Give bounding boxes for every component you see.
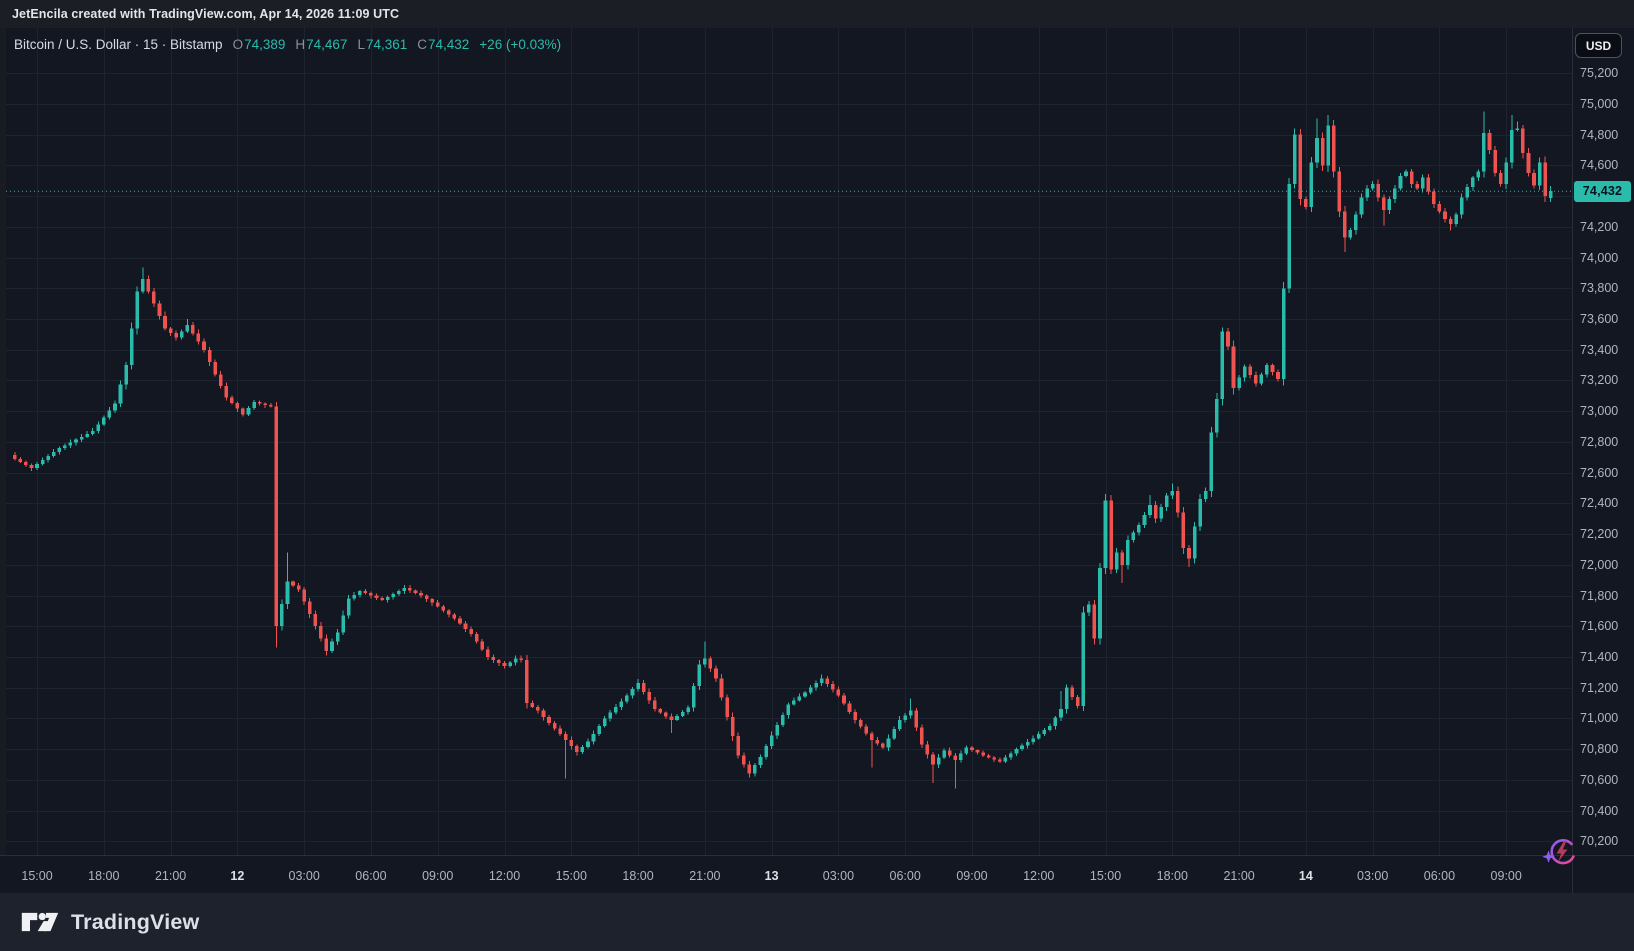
price-axis-label: 70,800 (1580, 742, 1619, 757)
price-axis-label: 70,600 (1580, 772, 1619, 787)
tradingview-logo-icon[interactable] (20, 908, 60, 936)
tradingview-wordmark[interactable]: TradingView (71, 909, 200, 934)
price-axis-label: 75,000 (1580, 97, 1619, 111)
price-axis[interactable]: 75,200 75,000 74,800 74,600 74,200 74,000 73,8… (1573, 28, 1634, 855)
symbol-title[interactable]: Bitcoin / U.S. Dollar · 15 · Bitstamp (14, 36, 223, 52)
attribution-text: JetEncila created with TradingView.com, … (12, 7, 400, 21)
price-axis-label: 74,800 (1580, 127, 1619, 142)
time-axis-label: 15:00 (1089, 869, 1122, 883)
time-axis-label: 09:00 (956, 869, 988, 883)
currency-toggle-button[interactable]: USD (1575, 33, 1622, 58)
time-axis-label: 03:00 (288, 869, 320, 883)
time-axis-label: 18:00 (88, 869, 120, 883)
time-axis[interactable]: 15:00 18:00 21:00 12 03:00 06:00 09:00 12:00 15:… (0, 856, 1572, 893)
price-axis-label: 71,800 (1580, 588, 1619, 603)
time-axis-label: 12:00 (1023, 869, 1055, 883)
spark-boost-icon[interactable] (1541, 833, 1581, 873)
price-axis-label: 71,000 (1580, 711, 1619, 726)
time-axis-date-label: 13 (764, 869, 779, 883)
time-axis-label: 06:00 (1423, 869, 1456, 883)
price-axis-label: 73,200 (1580, 373, 1619, 388)
time-axis-label: 03:00 (822, 869, 855, 883)
time-axis-label: 12:00 (488, 869, 521, 883)
price-axis-label: 72,000 (1580, 557, 1619, 572)
time-axis-date-label: 14 (1298, 869, 1313, 883)
time-axis-label: 21:00 (689, 869, 721, 883)
price-axis-label: 72,200 (1580, 527, 1619, 542)
time-axis-label: 18:00 (622, 869, 654, 883)
footer-bar: TradingView (0, 893, 1634, 951)
time-axis-label: 06:00 (889, 869, 921, 883)
candles (12, 111, 1553, 789)
time-axis-label: 09:00 (1490, 869, 1522, 883)
time-axis-label: 03:00 (1357, 869, 1389, 883)
ohlc-open: O 74,389 (232, 36, 286, 52)
price-axis-label: 72,800 (1580, 434, 1619, 449)
price-axis-separator (1572, 28, 1573, 893)
price-axis-label: 71,400 (1580, 649, 1619, 664)
price-axis-label: 74,600 (1580, 158, 1619, 173)
price-axis-label: 70,400 (1580, 803, 1619, 818)
price-axis-label: 74,200 (1580, 219, 1619, 234)
price-axis-label: 73,000 (1580, 404, 1619, 419)
price-axis-label: 74,000 (1580, 250, 1619, 265)
attribution-bar: JetEncila created with TradingView.com, … (0, 0, 1634, 28)
ohlc-high: H 74,467 (295, 36, 348, 52)
time-axis-label: 21:00 (154, 869, 187, 883)
price-change: +26 (+0.03%) (479, 36, 562, 52)
price-axis-label: 73,400 (1580, 342, 1619, 357)
last-price-badge[interactable]: 74,432 (1574, 180, 1631, 202)
candlestick-plot-canvas[interactable] (0, 28, 1572, 855)
grid-lines (6, 28, 1572, 855)
price-axis-label: 75,200 (1580, 66, 1619, 81)
time-axis-label: 15:00 (21, 869, 53, 883)
price-axis-label: 72,400 (1580, 496, 1619, 511)
price-axis-label: 73,600 (1580, 312, 1619, 327)
price-axis-label: 72,600 (1580, 465, 1619, 480)
time-axis-label: 18:00 (1156, 869, 1188, 883)
time-axis-label: 21:00 (1223, 869, 1255, 883)
price-axis-label: 71,600 (1580, 619, 1619, 634)
price-axis-label: 73,800 (1580, 281, 1619, 296)
time-axis-label: 06:00 (355, 869, 387, 883)
left-edge-gutter (0, 28, 6, 855)
time-axis-date-label: 12 (230, 869, 245, 883)
ohlc-low: L 74,361 (357, 36, 408, 52)
price-axis-label: 71,200 (1580, 680, 1619, 695)
time-axis-separator (0, 855, 1634, 856)
ohlc-close: C 74,432 (417, 36, 470, 52)
price-axis-label: 70,200 (1580, 834, 1619, 849)
time-axis-label: 15:00 (555, 869, 587, 883)
time-axis-label: 09:00 (422, 869, 454, 883)
